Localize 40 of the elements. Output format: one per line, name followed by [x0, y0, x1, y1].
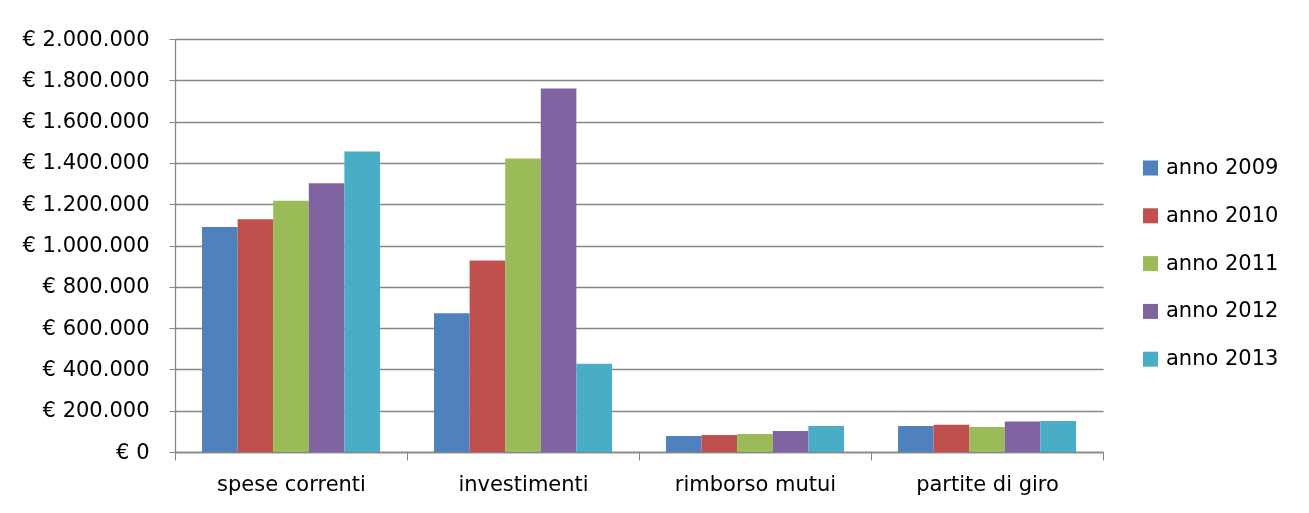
y-tick-label: € 1.200.000 — [22, 191, 150, 216]
bar — [933, 424, 970, 452]
x-tick-label: rimborso mutui — [674, 471, 837, 496]
bar — [576, 363, 612, 452]
y-tick-label: € 2.000.000 — [22, 26, 150, 51]
bar — [540, 88, 577, 452]
bar — [505, 158, 541, 452]
bar — [202, 226, 238, 452]
y-tick-label: € 400.000 — [42, 356, 150, 381]
bar — [898, 425, 934, 452]
bar — [1004, 421, 1041, 452]
x-tick-label: investimenti — [458, 471, 589, 496]
y-tick-label: € 1.400.000 — [22, 150, 150, 175]
bar — [737, 434, 773, 452]
bar — [772, 430, 809, 452]
legend-label: anno 2009 — [1166, 155, 1279, 179]
x-tick-label: partite di giro — [916, 471, 1059, 496]
bar — [666, 436, 702, 452]
y-tick-label: € 800.000 — [42, 274, 150, 299]
x-tick-label: spese correnti — [217, 471, 366, 496]
y-tick-label: € 0 — [116, 439, 150, 464]
y-tick-label: € 200.000 — [42, 398, 150, 423]
bar — [969, 427, 1005, 452]
y-tick-label: € 600.000 — [42, 315, 150, 340]
y-tick-label: € 1.600.000 — [22, 109, 150, 134]
bar — [344, 151, 380, 452]
legend-label: anno 2012 — [1166, 298, 1279, 323]
legend-label: anno 2010 — [1166, 202, 1279, 227]
y-tick-label: € 1.800.000 — [22, 67, 150, 92]
bar — [701, 435, 738, 452]
bar — [237, 219, 274, 452]
legend-label: anno 2013 — [1166, 346, 1279, 371]
bar — [308, 183, 345, 452]
bar — [808, 425, 844, 452]
bar — [469, 260, 506, 452]
legend-label: anno 2011 — [1166, 250, 1279, 275]
bar — [1040, 421, 1076, 452]
bar — [434, 313, 470, 452]
y-tick-label: € 1.000.000 — [22, 233, 150, 257]
bar — [273, 200, 309, 452]
